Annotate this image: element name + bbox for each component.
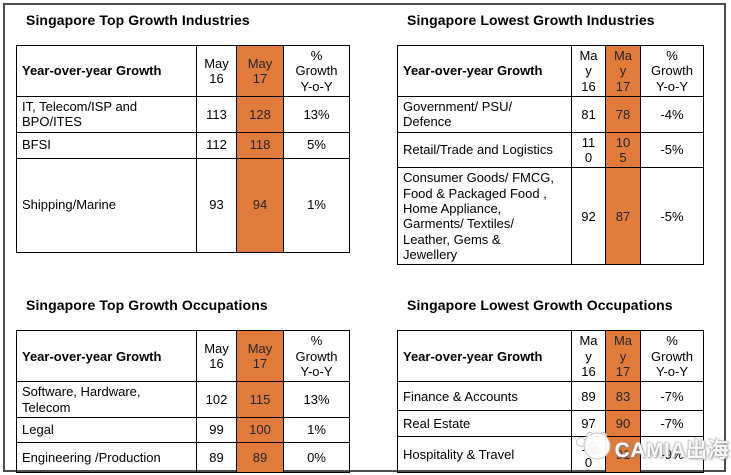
may17-value: 78: [605, 95, 641, 133]
row-label: Retail/Trade and Logistics: [397, 131, 572, 169]
may17-value: 90: [605, 410, 641, 438]
row-label: IT, Telecom/ISP and BPO/ITES: [16, 95, 197, 133]
table-row: Retail/Trade and Logistics 11 0 10 5 -5%: [397, 131, 704, 169]
section-top-growth-occupations: Singapore Top Growth Occupations Year-ov…: [16, 295, 350, 473]
pct-value: -5%: [640, 167, 704, 266]
header-may17-highlighted: Ma y 17: [605, 330, 641, 383]
pct-value: -7%: [640, 381, 704, 412]
table-top-growth-occupations: Year-over-year Growth May 16 May 17 % Gr…: [16, 330, 350, 473]
header-year-over-year: Year-over-year Growth: [397, 45, 572, 97]
pct-value: 0%: [283, 441, 350, 473]
may16-value: 93: [196, 157, 237, 253]
pct-value: 1%: [283, 416, 350, 443]
header-may16: Ma y 16: [571, 330, 606, 383]
may17-value: 115: [236, 381, 284, 418]
header-may17-highlighted: May 17: [236, 45, 284, 97]
may17-value: 118: [236, 131, 284, 159]
row-label: Legal: [16, 416, 197, 443]
table-lowest-growth-occupations: Year-over-year Growth Ma y 16 Ma y 17 % …: [397, 330, 704, 473]
header-may16: May 16: [196, 330, 237, 383]
pct-value: -9%: [640, 436, 704, 473]
pct-value: 1%: [283, 157, 350, 253]
may16-value: 11 0: [571, 131, 606, 169]
row-label: Engineering /Production: [16, 441, 197, 473]
header-pct-growth: % Growth Y-o-Y: [283, 330, 350, 383]
table-row: IT, Telecom/ISP and BPO/ITES 113 128 13%: [16, 95, 350, 133]
section-lowest-growth-industries: Singapore Lowest Growth Industries Year-…: [397, 10, 704, 266]
table-row: Consumer Goods/ FMCG, Food & Packaged Fo…: [397, 167, 704, 266]
may17-value: 83: [605, 381, 641, 412]
header-year-over-year: Year-over-year Growth: [16, 45, 197, 97]
table-row: Government/ PSU/ Defence 81 78 -4%: [397, 95, 704, 133]
row-label: Consumer Goods/ FMCG, Food & Packaged Fo…: [397, 167, 572, 266]
table-header-row: Year-over-year Growth Ma y 16 Ma y 17 % …: [397, 45, 704, 97]
may17-value: 91: [605, 436, 641, 473]
may16-value: 92: [571, 167, 606, 266]
may17-value: 89: [236, 441, 284, 473]
row-label: Government/ PSU/ Defence: [397, 95, 572, 133]
row-label: Software, Hardware, Telecom: [16, 381, 197, 418]
may16-value: 97: [571, 410, 606, 438]
may16-value: 81: [571, 95, 606, 133]
section-title: Singapore Top Growth Industries: [26, 12, 250, 28]
header-may16: Ma y 16: [571, 45, 606, 97]
table-row: Shipping/Marine 93 94 1%: [16, 157, 350, 253]
table-row: BFSI 112 118 5%: [16, 131, 350, 159]
section-top-growth-industries: Singapore Top Growth Industries Year-ove…: [16, 10, 350, 265]
section-lowest-growth-occupations: Singapore Lowest Growth Occupations Year…: [397, 295, 704, 473]
pct-value: -7%: [640, 410, 704, 438]
row-label: BFSI: [16, 131, 197, 159]
header-may17-highlighted: May 17: [236, 330, 284, 383]
header-pct-growth: % Growth Y-o-Y: [283, 45, 350, 97]
table-row: Real Estate 97 90 -7%: [397, 410, 704, 438]
may16-value: 102: [196, 381, 237, 418]
pct-value: -4%: [640, 95, 704, 133]
header-may17-highlighted: Ma y 17: [605, 45, 641, 97]
table-top-growth-industries: Year-over-year Growth May 16 May 17 % Gr…: [16, 45, 350, 253]
pct-value: 5%: [283, 131, 350, 159]
header-year-over-year: Year-over-year Growth: [16, 330, 197, 383]
may16-value: 10 0: [571, 436, 606, 473]
table-header-row: Year-over-year Growth May 16 May 17 % Gr…: [16, 45, 350, 97]
may17-value: 87: [605, 167, 641, 266]
row-label: Hospitality & Travel: [397, 436, 572, 473]
table-header-row: Year-over-year Growth May 16 May 17 % Gr…: [16, 330, 350, 383]
report-grid: Singapore Top Growth Industries Year-ove…: [16, 10, 704, 473]
pct-value: 13%: [283, 381, 350, 418]
header-pct-growth: % Growth Y-o-Y: [640, 330, 704, 383]
row-label: Finance & Accounts: [397, 381, 572, 412]
row-label: Real Estate: [397, 410, 572, 438]
may17-value: 100: [236, 416, 284, 443]
section-title: Singapore Top Growth Occupations: [26, 297, 268, 314]
section-title: Singapore Lowest Growth Industries: [407, 12, 655, 28]
row-label: Shipping/Marine: [16, 157, 197, 253]
header-year-over-year: Year-over-year Growth: [397, 330, 572, 383]
may16-value: 113: [196, 95, 237, 133]
table-row: Engineering /Production 89 89 0%: [16, 441, 350, 473]
table-row: Legal 99 100 1%: [16, 416, 350, 443]
may17-value: 10 5: [605, 131, 641, 169]
may17-value: 94: [236, 157, 284, 253]
section-title: Singapore Lowest Growth Occupations: [407, 297, 673, 314]
may16-value: 99: [196, 416, 237, 443]
table-lowest-growth-industries: Year-over-year Growth Ma y 16 Ma y 17 % …: [397, 45, 704, 266]
header-pct-growth: % Growth Y-o-Y: [640, 45, 704, 97]
pct-value: -5%: [640, 131, 704, 169]
table-row: Finance & Accounts 89 83 -7%: [397, 381, 704, 412]
header-may16: May 16: [196, 45, 237, 97]
may16-value: 89: [196, 441, 237, 473]
may16-value: 112: [196, 131, 237, 159]
table-header-row: Year-over-year Growth Ma y 16 Ma y 17 % …: [397, 330, 704, 383]
table-row: Software, Hardware, Telecom 102 115 13%: [16, 381, 350, 418]
pct-value: 13%: [283, 95, 350, 133]
may16-value: 89: [571, 381, 606, 412]
table-row: Hospitality & Travel 10 0 91 -9%: [397, 436, 704, 473]
page-frame: [3, 3, 726, 472]
may17-value: 128: [236, 95, 284, 133]
